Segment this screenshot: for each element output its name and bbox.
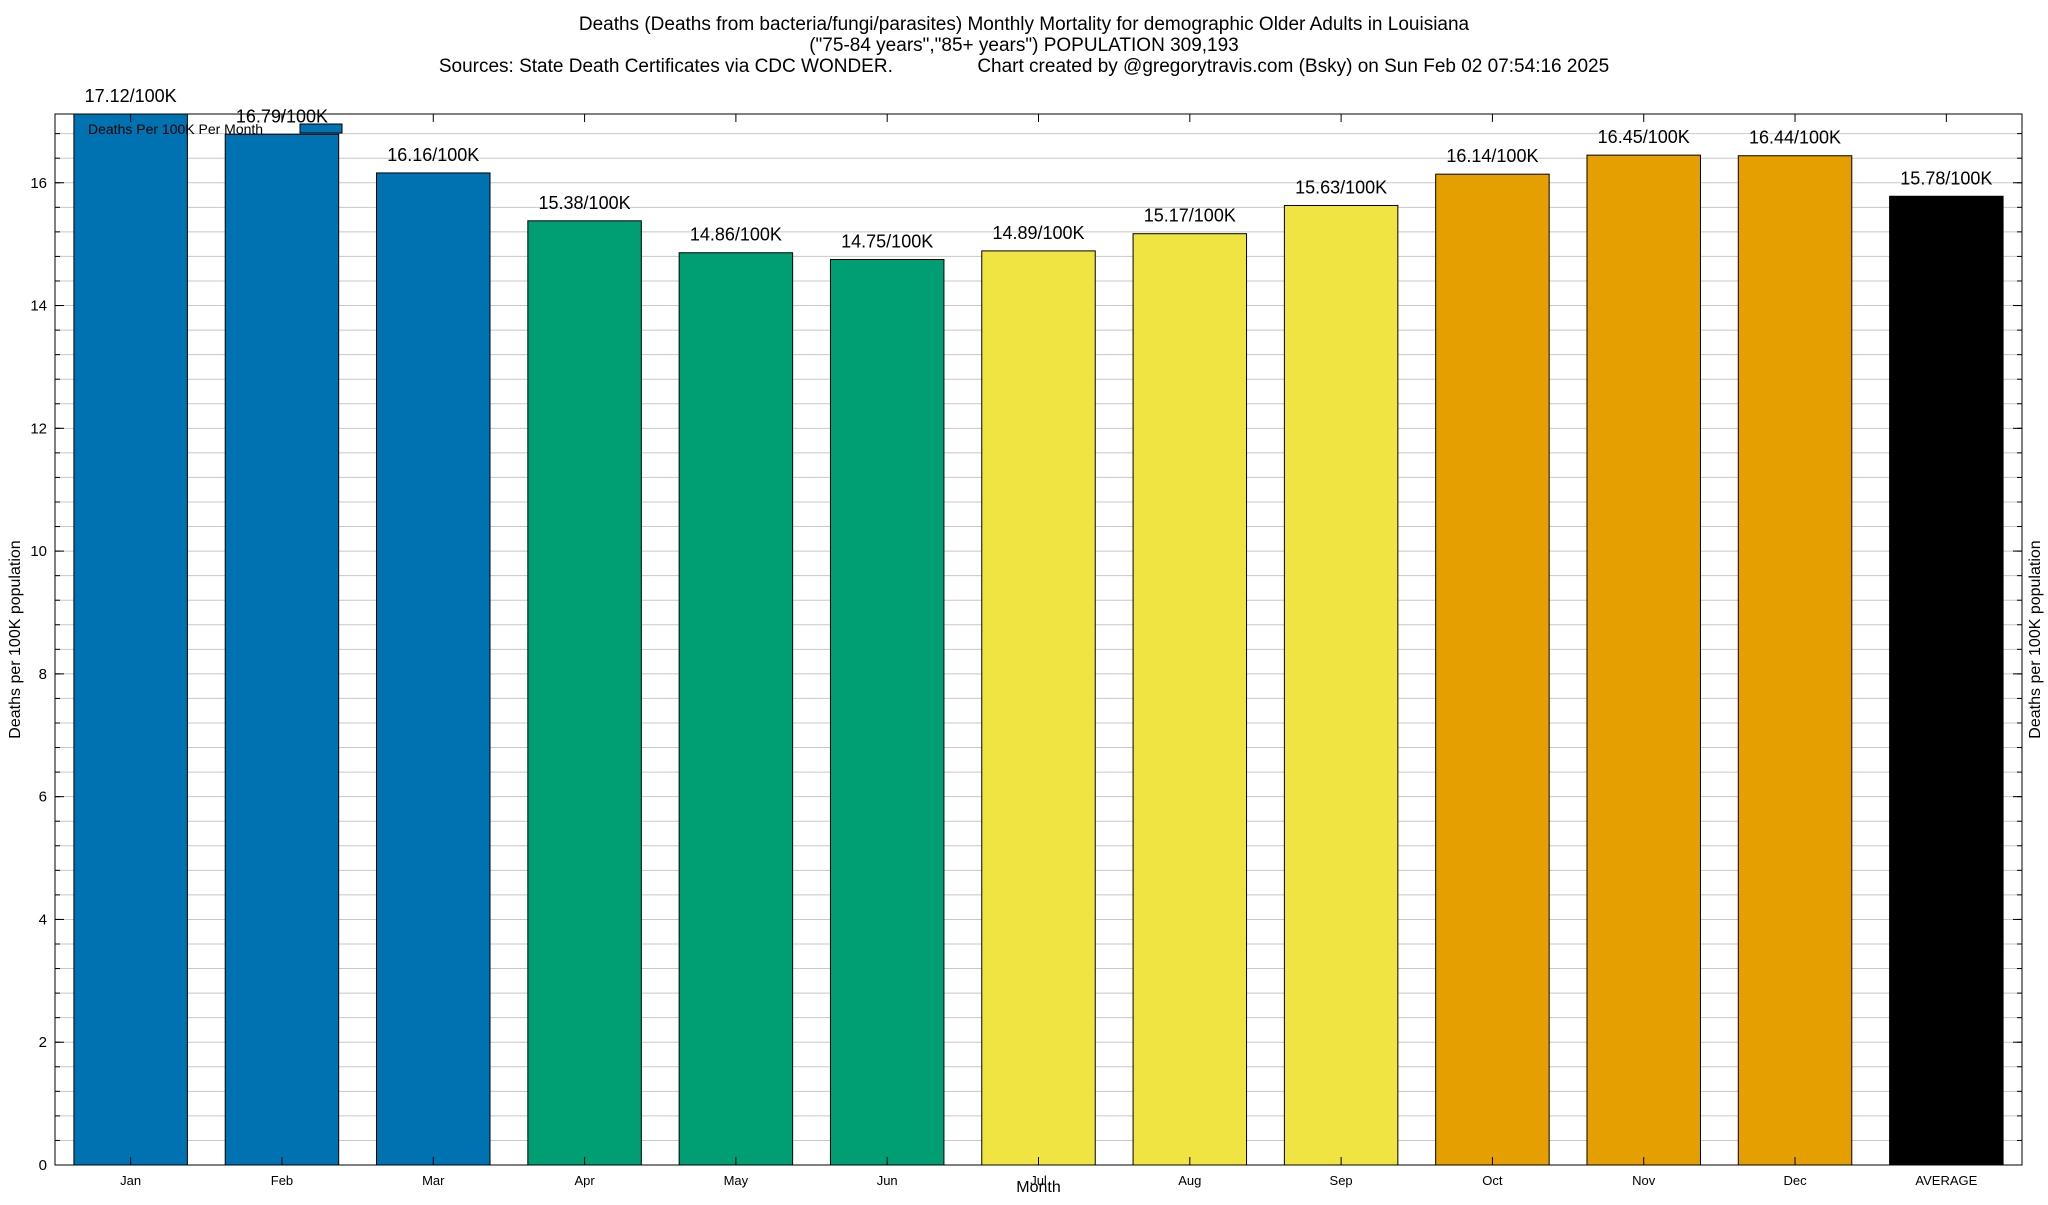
x-tick-label: Nov [1632,1173,1656,1188]
y-axis-label: Deaths per 100K population [7,540,24,738]
x-tick-label: Mar [422,1173,445,1188]
bar-value-label: 14.89/100K [992,223,1084,243]
y-tick-label: 4 [39,911,47,928]
x-tick-label: Dec [1783,1173,1807,1188]
bars [73,113,2004,1166]
bar-value-label: 16.44/100K [1749,128,1841,148]
y-tick-label: 2 [39,1034,47,1051]
bar-mar [376,172,491,1166]
bar-apr [527,220,642,1166]
bar-jul [981,250,1096,1166]
bar-value-label: 15.63/100K [1295,177,1387,197]
bar-value-label: 14.75/100K [841,231,933,251]
y-tick-label: 10 [30,543,47,560]
x-tick-label: AVERAGE [1915,1173,1977,1188]
bar-average [1889,195,2004,1166]
y-tick-label: 12 [30,420,47,437]
bar-sep [1283,204,1399,1166]
bar-value-label: 15.78/100K [1900,168,1992,188]
x-tick-label: May [724,1173,749,1188]
y-tick-label: 0 [39,1157,47,1174]
y-axis-ticks: 0 2 4 6 8 10 12 14 16 [30,133,2022,1174]
x-tick-label: Jan [120,1173,141,1188]
x-tick-label: Apr [574,1173,595,1188]
bar-value-label: 16.45/100K [1598,127,1690,147]
y-tick-label: 14 [30,298,47,315]
bar-feb [224,133,340,1166]
bar-nov [1586,154,1701,1166]
x-tick-label: Sep [1330,1173,1353,1188]
x-tick-label: Jul [1030,1173,1047,1188]
bar-jun [829,258,945,1166]
bar-oct [1435,173,1550,1166]
legend-label: Deaths Per 100K Per Month [88,121,263,137]
chart-title-line-2: ("75-84 years","85+ years") POPULATION 3… [809,35,1239,56]
bar-jan [73,113,188,1166]
bar-value-label: 16.16/100K [387,145,479,165]
chart-title-line-1: Deaths (Deaths from bacteria/fungi/paras… [579,14,1470,35]
y-tick-label: 8 [39,666,47,683]
bar-value-labels: 17.12/100K16.79/100K16.16/100K15.38/100K… [85,86,1993,251]
x-axis-ticks: Jan Feb Mar Apr May Jun Jul Aug Sep Oct Nov Dec AVER… [120,114,1978,1188]
x-tick-label: Feb [271,1173,293,1188]
x-tick-label: Oct [1482,1173,1503,1188]
y-tick-label: 6 [39,789,47,806]
bar-dec [1737,155,1853,1166]
legend-swatch [299,123,343,134]
x-axis-label: Month [1016,1179,1060,1196]
y-tick-label: 16 [30,175,47,192]
legend: Deaths Per 100K Per Month [88,121,343,137]
bar-value-label: 15.17/100K [1144,206,1236,226]
x-tick-label: Jun [877,1173,898,1188]
bar-aug [1132,233,1248,1166]
bar-value-label: 17.12/100K [85,86,177,106]
bar-value-label: 15.38/100K [539,193,631,213]
chart-title-line-3: Sources: State Death Certificates via CD… [439,56,1609,77]
chart-title: Deaths (Deaths from bacteria/fungi/paras… [439,14,1609,77]
bar-value-label: 16.14/100K [1446,146,1538,166]
bar-may [678,252,794,1166]
x-tick-label: Aug [1178,1173,1201,1188]
y-axis-label-right: Deaths per 100K population [2027,540,2044,738]
bar-value-label: 14.86/100K [690,225,782,245]
